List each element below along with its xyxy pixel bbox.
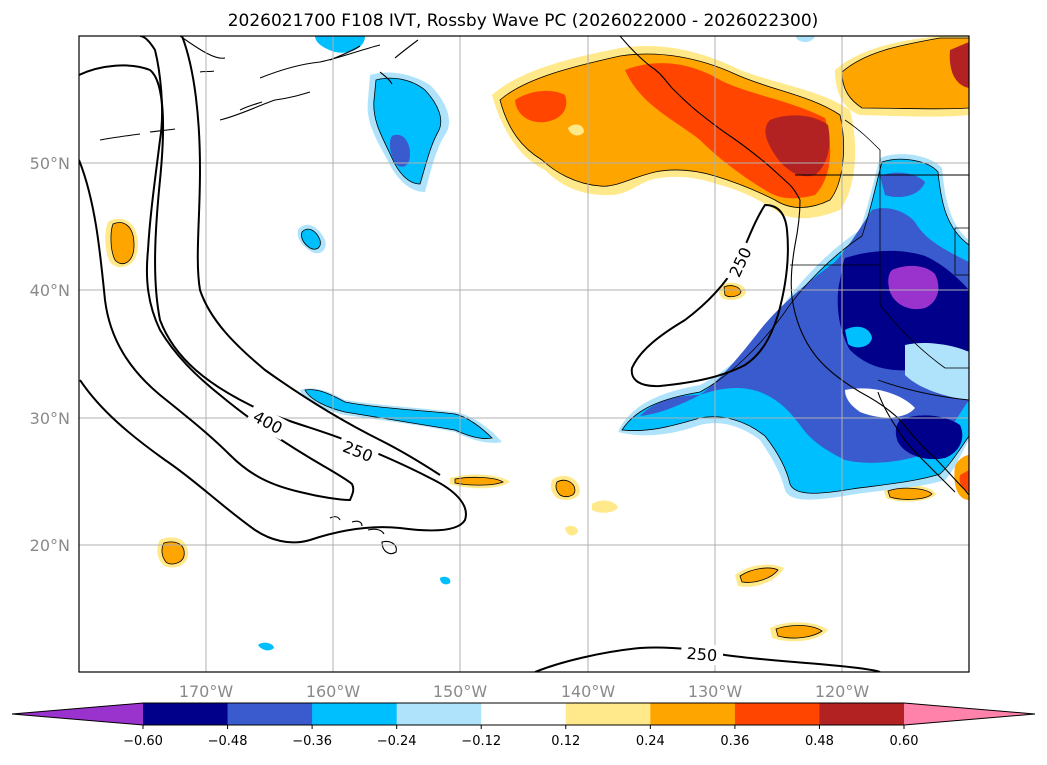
colorbar-tick-label: −0.48 — [208, 734, 248, 749]
lat-tick-30n: 30°N — [30, 409, 70, 428]
pc-contours — [79, 36, 881, 672]
lon-tick-labels: 170°W 160°W 150°W 140°W 130°W 120°W — [179, 682, 870, 701]
lon-tick-170w: 170°W — [179, 682, 234, 701]
contour-400 — [79, 36, 355, 502]
shade-neg-plume-top — [315, 36, 365, 53]
shade-neg-level-5-core — [888, 265, 939, 310]
shade-neg-north-band — [880, 172, 925, 198]
coastline-baja — [877, 391, 956, 493]
shade-neg-blob-hawaii-e — [440, 576, 451, 585]
shade-blob-40n-130w-core — [724, 285, 741, 297]
shade-level-2-ne-corner — [842, 38, 969, 109]
shade-blob-hawaii-sw-core — [161, 541, 185, 564]
shade-neg-cutout-2 — [905, 342, 969, 400]
colorbar-swatch — [396, 703, 482, 725]
lon-tick-140w: 140°W — [561, 682, 616, 701]
shade-neg-streak-30n-2 — [305, 389, 492, 439]
colorbar-swatch — [312, 703, 398, 725]
shade-neg-plume-aleutian-3 — [389, 134, 410, 167]
shade-neg-plume-aleutian-2 — [373, 78, 441, 184]
lon-tick-120w: 120°W — [815, 682, 870, 701]
shade-blob-west-left-core — [110, 222, 134, 264]
lat-tick-20n: 20°N — [30, 536, 70, 555]
colorbar-swatch — [565, 703, 651, 725]
colorbar-tick-label: 0.48 — [805, 734, 834, 749]
colorbar-extend-low — [12, 703, 143, 725]
shade-neg-cutout-3 — [845, 388, 915, 418]
colorbar-tick-label: −0.24 — [377, 734, 417, 749]
colorbar-swatch — [143, 703, 229, 725]
map-frame — [78, 35, 970, 673]
shade-neg-blob-15n-w — [258, 642, 274, 651]
colorbar-tick-label: 0.24 — [636, 734, 665, 749]
contour-250-west — [79, 64, 467, 544]
colorbar-tick-label: −0.12 — [461, 734, 501, 749]
shade-level-4-ne-corner — [949, 42, 969, 88]
negative-anomaly-fields — [258, 36, 969, 651]
shade-blob-center-a-core — [455, 477, 503, 486]
lon-tick-130w: 130°W — [688, 682, 743, 701]
colorbar-tick-label: −0.36 — [292, 734, 332, 749]
shade-level-3-gulf-blob — [515, 90, 567, 123]
colorbar-tick-label: 0.60 — [890, 734, 919, 749]
contour-250-outer — [181, 36, 441, 476]
shade-level-3-north-pacific — [625, 63, 831, 199]
shade-blob-center-b-core — [556, 480, 575, 497]
shade-blob-gulf-small — [568, 124, 584, 136]
colorbar-swatch — [650, 703, 736, 725]
shade-blob-center-c — [592, 500, 618, 513]
map-title: 2026021700 F108 IVT, Rossby Wave PC (202… — [228, 11, 819, 31]
contour-250-east — [630, 203, 789, 388]
colorbar-swatch — [227, 703, 313, 725]
map-layers: 400 250 250 250 — [79, 36, 969, 672]
colorbar-swatch — [819, 703, 905, 725]
lat-tick-labels: 50°N 40°N 30°N 20°N — [30, 154, 70, 555]
shade-outlines — [110, 37, 969, 639]
state-borders — [790, 119, 969, 369]
colorbar-swatch — [734, 703, 820, 725]
lon-tick-150w: 150°W — [433, 682, 488, 701]
colorbar-tick-label: −0.60 — [123, 734, 163, 749]
colorbar-tick-label: 0.12 — [551, 734, 580, 749]
shade-neg-plume-top-2 — [795, 36, 815, 43]
gridlines — [79, 36, 969, 672]
coastline-aleutian-chain — [199, 39, 419, 111]
shade-blob-15n-core — [776, 625, 822, 639]
lat-tick-50n: 50°N — [30, 154, 70, 173]
coastline-us-west — [790, 199, 969, 496]
shade-level-4-north-pacific — [765, 115, 830, 177]
coastline-hawaii — [329, 516, 397, 555]
shade-blob-baja-core — [888, 488, 932, 500]
lon-tick-160w: 160°W — [306, 682, 361, 701]
contour-label-250-south: 250 — [686, 644, 718, 666]
lat-tick-40n: 40°N — [30, 281, 70, 300]
border-us-mexico — [877, 379, 969, 401]
colorbar-swatch — [481, 703, 567, 725]
colorbar-extend-high — [904, 703, 1035, 725]
shade-neg-blob-45n-2 — [301, 229, 321, 250]
colorbar: −0.60 −0.48 −0.36 −0.24 −0.12 0.12 0.24 0.36 0.4… — [11, 702, 1036, 749]
colorbar-tick-label: 0.36 — [720, 734, 749, 749]
shade-blob-center-d — [565, 525, 578, 536]
contour-250-south — [534, 646, 881, 672]
shade-neg-cutout-1 — [845, 326, 872, 348]
coastline-bc — [619, 36, 801, 201]
